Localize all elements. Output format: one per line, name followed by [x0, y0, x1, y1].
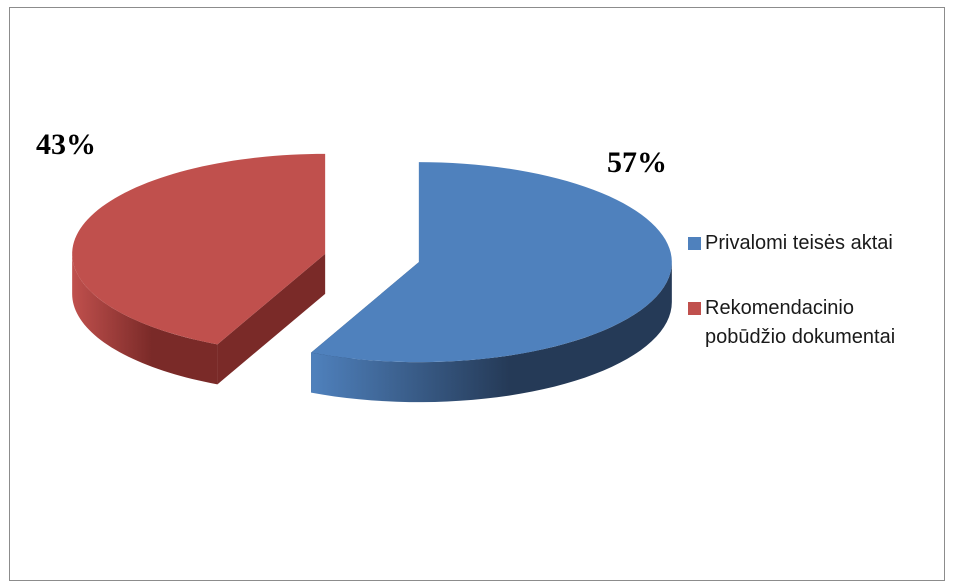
legend: Privalomi teisės aktai Rekomendacinio po…	[688, 229, 938, 388]
legend-swatch-privalomi	[688, 237, 701, 250]
data-label-rekomendacinio: 43%	[36, 128, 96, 161]
pie-slice-rekomendacinio	[72, 153, 326, 385]
legend-label-privalomi: Privalomi teisės aktai	[705, 232, 893, 254]
legend-swatch-rekomendacinio	[688, 302, 701, 315]
legend-item-rekomendacinio: Rekomendacinio pobūdžio dokumentai	[688, 294, 938, 352]
data-label-privalomi: 57%	[607, 146, 667, 179]
legend-item-privalomi: Privalomi teisės aktai	[688, 229, 938, 258]
pie-slice-privalomi	[311, 162, 672, 403]
legend-label-rekomendacinio: Rekomendacinio pobūdžio dokumentai	[705, 297, 896, 348]
